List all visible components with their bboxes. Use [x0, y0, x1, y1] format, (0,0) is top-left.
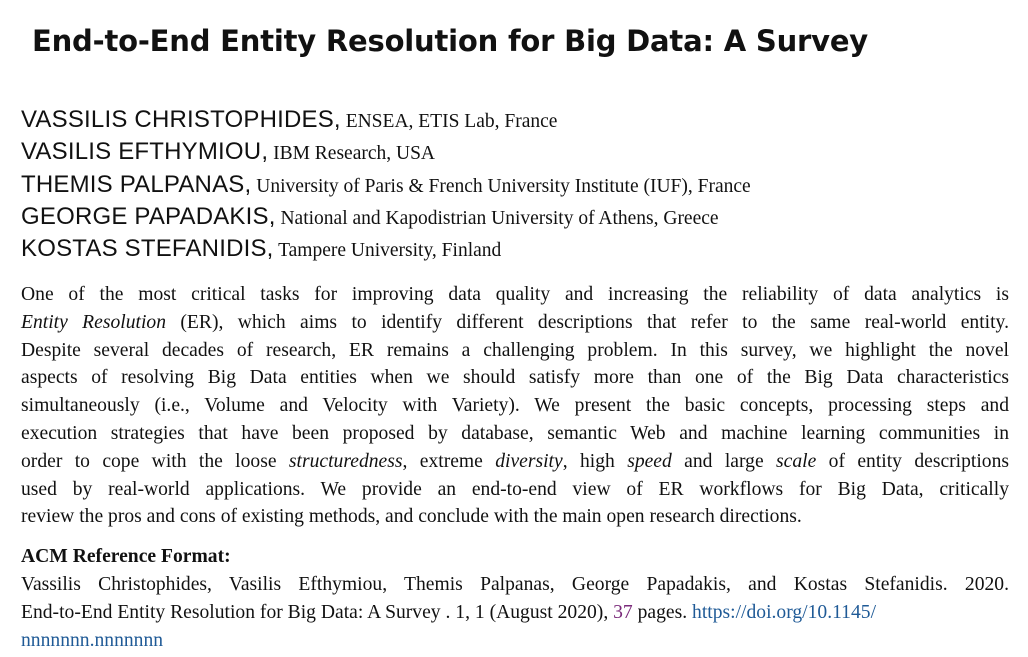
- author-affiliation: University of Paris & French University …: [251, 175, 751, 197]
- reference-text: Vassilis Christophides, Vasilis Efthymio…: [21, 571, 1009, 654]
- abstract-text: , extreme: [402, 450, 496, 472]
- abstract-emphasis: diversity: [495, 450, 563, 472]
- abstract: One of the most critical tasks for impro…: [21, 281, 1009, 531]
- abstract-emphasis: Entity Resolution: [21, 311, 166, 333]
- abstract-line: Despite several decades of research, ER …: [21, 339, 1009, 361]
- author-entry: GEORGE PAPADAKIS, National and Kapodistr…: [21, 201, 1011, 233]
- author-entry: KOSTAS STEFANIDIS, Tampere University, F…: [21, 233, 1011, 265]
- abstract-text: of entity descriptions: [816, 450, 1010, 472]
- abstract-emphasis: scale: [776, 450, 817, 472]
- author-entry: VASILIS EFTHYMIOU, IBM Research, USA: [21, 136, 1011, 168]
- abstract-text: (ER), which aims to identify different d…: [166, 311, 1009, 333]
- author-entry: THEMIS PALPANAS, University of Paris & F…: [21, 169, 1011, 201]
- doi-link[interactable]: https://doi.org/10.1145/: [692, 601, 877, 623]
- abstract-emphasis: structuredness: [288, 450, 403, 472]
- abstract-text: , high: [562, 450, 628, 472]
- abstract-text: and large: [671, 450, 777, 472]
- reference-line: End-to-End Entity Resolution for Big Dat…: [21, 599, 1009, 627]
- author-affiliation: ENSEA, ETIS Lab, France: [340, 111, 558, 132]
- author-name: GEORGE PAPADAKIS,: [21, 202, 276, 230]
- paper-title: End-to-End Entity Resolution for Big Dat…: [32, 24, 868, 58]
- abstract-line: review the pros and cons of existing met…: [21, 506, 802, 528]
- doi-link-continued[interactable]: nnnnnnn.nnnnnnn: [21, 629, 164, 651]
- reference-heading: ACM Reference Format:: [21, 546, 231, 567]
- reference-pages-label: pages.: [632, 601, 693, 623]
- abstract-emphasis: speed: [627, 450, 672, 472]
- abstract-line: execution strategies that have been prop…: [21, 422, 1009, 444]
- author-affiliation: National and Kapodistrian University of …: [275, 207, 719, 229]
- abstract-text: order to cope with the loose: [21, 450, 289, 472]
- author-affiliation: IBM Research, USA: [268, 143, 436, 165]
- page-count-link[interactable]: 37: [613, 601, 633, 623]
- abstract-line: aspects of resolving Big Data entities w…: [21, 367, 1009, 389]
- abstract-line: Entity Resolution (ER), which aims to id…: [21, 309, 1009, 337]
- abstract-line: simultaneously (i.e., Volume and Velocit…: [21, 395, 1009, 417]
- author-name: THEMIS PALPANAS,: [21, 170, 252, 198]
- abstract-line: used by real-world applications. We prov…: [21, 478, 1009, 500]
- author-entry: VASSILIS CHRISTOPHIDES, ENSEA, ETIS Lab,…: [21, 104, 1011, 136]
- reference-citation: End-to-End Entity Resolution for Big Dat…: [21, 601, 614, 623]
- author-name: KOSTAS STEFANIDIS,: [21, 235, 274, 263]
- author-name: VASILIS EFTHYMIOU,: [21, 138, 269, 166]
- author-list: VASSILIS CHRISTOPHIDES, ENSEA, ETIS Lab,…: [21, 104, 1011, 265]
- author-affiliation: Tampere University, Finland: [273, 240, 502, 262]
- author-name: VASSILIS CHRISTOPHIDES,: [21, 106, 341, 133]
- reference-line: Vassilis Christophides, Vasilis Efthymio…: [21, 574, 1009, 595]
- abstract-line: One of the most critical tasks for impro…: [21, 284, 1009, 305]
- reference-line: nnnnnnn.nnnnnnn: [21, 627, 1009, 655]
- abstract-line: order to cope with the loose structuredn…: [21, 448, 1009, 476]
